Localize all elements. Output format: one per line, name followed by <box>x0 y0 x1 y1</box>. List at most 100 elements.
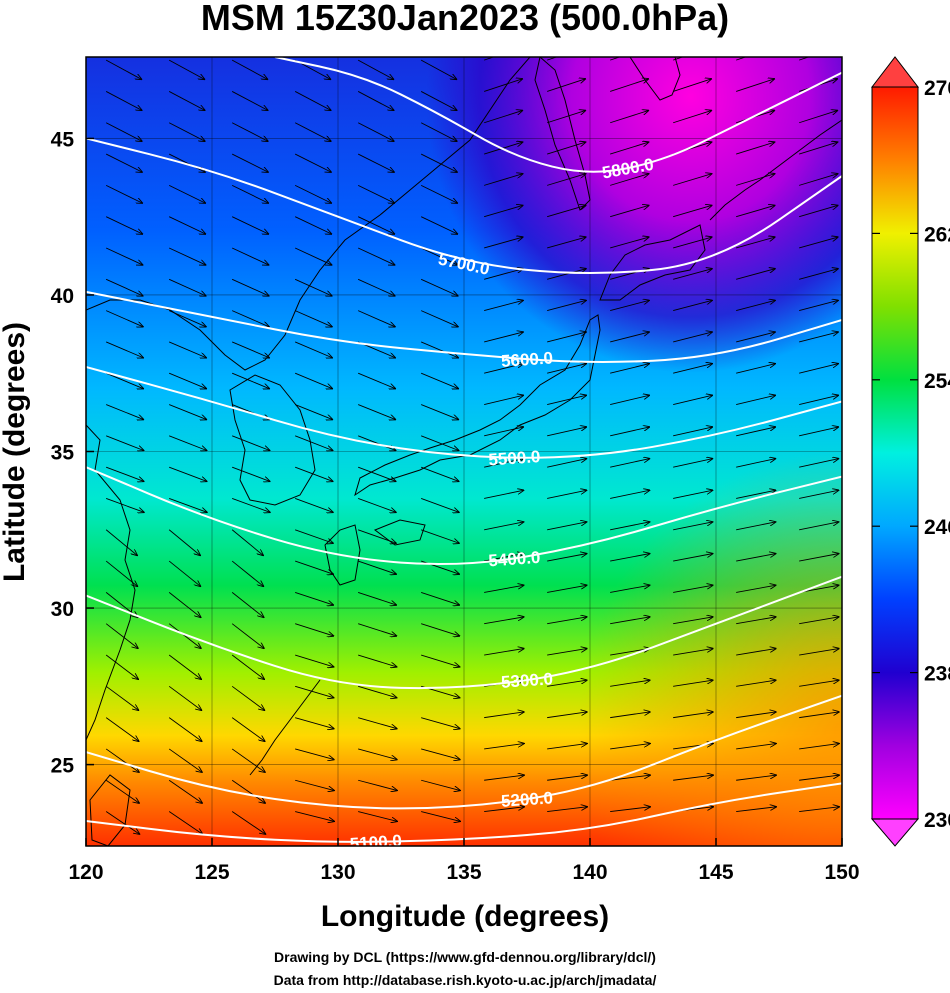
wind-vector <box>168 529 200 555</box>
wind-vector <box>736 744 776 750</box>
wind-vector <box>799 395 838 405</box>
wind-vector <box>547 807 587 813</box>
wind-vector <box>799 205 837 218</box>
wind-vector <box>610 585 649 593</box>
wind-vector <box>610 237 648 249</box>
x-tick-label: 150 <box>824 861 859 884</box>
wind-vector <box>231 278 268 295</box>
contour-line <box>86 137 842 275</box>
wind-vector <box>358 466 395 481</box>
wind-vector <box>295 748 334 760</box>
wind-vector <box>357 184 394 203</box>
wind-vector <box>231 685 264 710</box>
wind-vector <box>736 490 775 499</box>
wind-vector <box>294 404 332 420</box>
wind-vector <box>610 57 621 61</box>
wind-vector <box>736 142 774 155</box>
wind-vector <box>420 91 456 110</box>
wind-vector <box>547 649 586 656</box>
colorbar: 230 238 246 254 262 270 <box>870 56 950 847</box>
wind-vector <box>484 554 523 562</box>
x-tick-label: 140 <box>572 861 607 884</box>
wind-vector <box>231 122 268 141</box>
wind-vector <box>799 459 838 468</box>
wind-vector <box>420 122 457 141</box>
contour-label: 5500.0 <box>488 447 541 470</box>
wind-vector <box>484 364 523 374</box>
wind-vector <box>736 269 775 280</box>
wind-vector <box>169 466 206 481</box>
wind-vector <box>484 174 522 186</box>
wind-vector <box>231 592 263 617</box>
wind-vector <box>168 779 202 803</box>
wind-vector <box>799 490 838 499</box>
wind-vector <box>168 122 205 141</box>
wind-vector <box>105 435 143 451</box>
wind-vector <box>421 654 459 667</box>
plot-area: 5100.05200.05300.05400.05500.05600.05700… <box>86 57 842 846</box>
x-axis-ticks: 120 125 130 135 140 145 150 <box>68 838 860 884</box>
wind-vector <box>231 654 264 679</box>
wind-vector <box>484 775 524 781</box>
contour-label: 5200.0 <box>500 788 553 811</box>
wind-vector <box>168 341 206 358</box>
wind-vector <box>295 717 333 729</box>
wind-vector <box>484 332 523 343</box>
wind-vector <box>231 435 269 451</box>
wind-vector <box>547 490 586 499</box>
wind-vector <box>673 79 711 92</box>
contour-line <box>86 694 842 810</box>
wind-vector <box>736 617 775 625</box>
wind-vector <box>547 775 587 781</box>
wind-vector <box>105 184 142 203</box>
wind-vector <box>799 174 837 186</box>
wind-vector <box>610 364 649 374</box>
wind-vector <box>610 680 650 687</box>
wind-vector <box>736 79 774 92</box>
wind-vector <box>295 779 334 790</box>
contour-line <box>274 57 842 173</box>
wind-vector <box>168 654 201 679</box>
wind-vector <box>105 91 141 110</box>
x-tick-label: 120 <box>68 861 103 884</box>
wind-vector <box>357 372 395 388</box>
wind-vector <box>168 404 206 420</box>
wind-vector <box>420 247 457 265</box>
wind-vector <box>357 216 394 234</box>
wind-vector <box>357 310 395 327</box>
wind-vector <box>799 269 838 280</box>
wind-vector <box>105 122 142 141</box>
wind-vector <box>168 811 202 834</box>
wind-vector <box>736 522 775 531</box>
wind-vector <box>105 748 139 772</box>
colorbar-tick-label: 270 <box>924 77 950 100</box>
wind-vector <box>484 459 523 468</box>
wind-vector <box>168 216 205 234</box>
wind-vector <box>231 91 267 110</box>
wind-vector <box>295 811 334 822</box>
wind-vector <box>421 591 459 605</box>
wind-vector <box>673 174 711 186</box>
wind-vector <box>168 153 205 172</box>
x-tick-label: 130 <box>320 861 355 884</box>
credit-line-1: Drawing by DCL (https://www.gfd-dennou.o… <box>274 949 656 965</box>
wind-vector <box>231 184 268 203</box>
wind-vector <box>484 617 523 625</box>
wind-vector <box>673 775 713 781</box>
wind-vector <box>736 554 775 562</box>
grid-lines <box>86 57 842 846</box>
wind-vector <box>799 142 837 155</box>
wind-vector <box>547 79 585 92</box>
wind-vector <box>105 654 138 679</box>
wind-vector <box>484 712 524 719</box>
wind-vector <box>231 560 263 586</box>
wind-vector <box>168 623 201 648</box>
wind-vector <box>420 435 458 451</box>
wind-vector <box>294 153 331 172</box>
wind-vector <box>421 811 460 822</box>
wind-vector <box>295 591 333 605</box>
wind-vector <box>610 744 650 750</box>
wind-vector <box>547 395 586 405</box>
wind-vector <box>484 395 523 405</box>
